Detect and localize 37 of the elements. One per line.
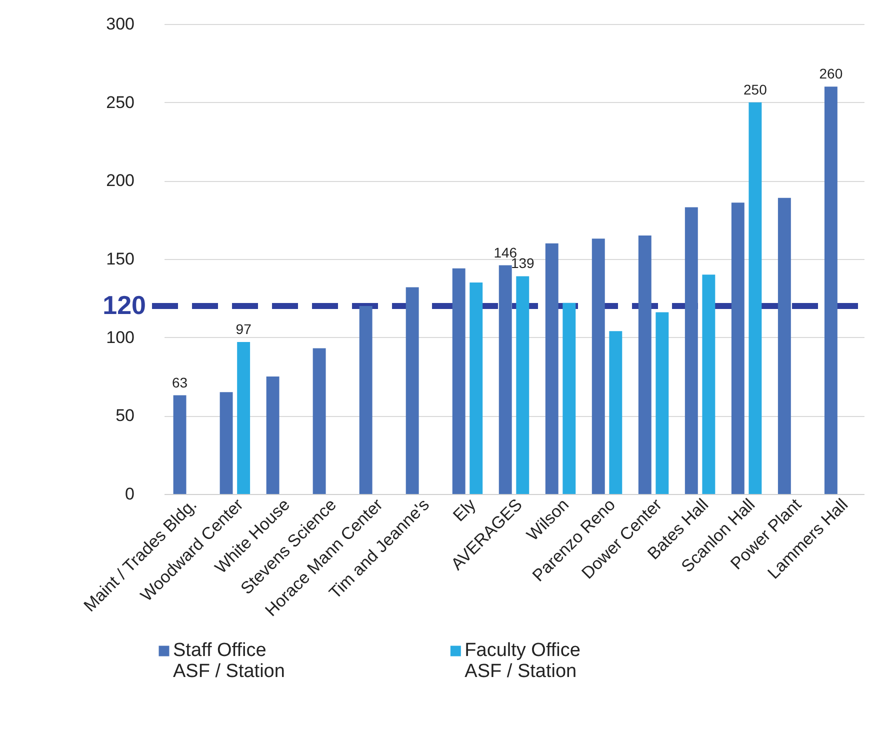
bar [638,236,652,494]
bar [516,276,530,494]
legend-label: Faculty Office ASF / Station [464,640,580,682]
bar [684,207,698,494]
bar [406,287,419,494]
bar [545,243,558,494]
bar [359,306,372,494]
bar [778,198,791,494]
bar [562,302,576,494]
bar [220,392,233,494]
y-tick-label: 100 [106,328,134,347]
bar [824,86,838,494]
y-tick-label: 300 [106,14,134,34]
bar [452,268,466,494]
bar [470,282,483,494]
y-tick-label: 250 [106,92,134,112]
y-tick-label: 200 [106,171,134,190]
bar [498,265,512,494]
y-tick-label: 50 [116,406,134,426]
bar [592,238,605,494]
data-label: 63 [172,374,188,390]
bar [312,348,326,494]
legend-label: Staff Office ASF / Station [173,640,285,682]
bar [609,331,622,494]
bar [237,342,250,494]
data-label: 97 [236,321,252,338]
bar [173,395,186,494]
bar [731,202,744,494]
data-label: 250 [744,81,768,98]
ref-line-label: 120 [102,290,146,320]
y-tick-label: 150 [106,250,134,268]
data-label: 260 [819,66,843,82]
bar [266,376,280,494]
bar [748,102,762,494]
bar [656,312,669,494]
bar [702,274,716,494]
y-tick-label: 0 [125,484,134,504]
